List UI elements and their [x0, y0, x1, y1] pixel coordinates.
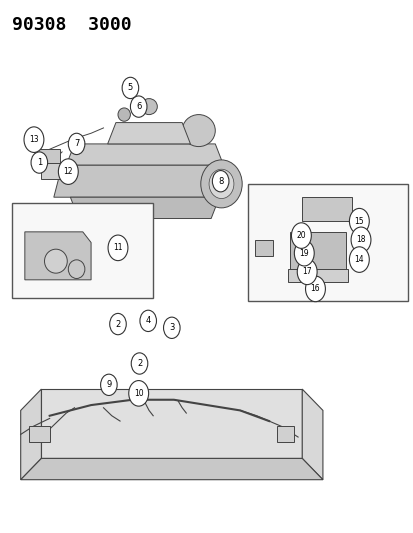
- Polygon shape: [287, 269, 347, 282]
- Bar: [12, 203, 153, 298]
- Circle shape: [128, 381, 148, 406]
- Polygon shape: [70, 197, 219, 219]
- Circle shape: [122, 77, 138, 99]
- Circle shape: [31, 152, 47, 173]
- Circle shape: [163, 317, 180, 338]
- Ellipse shape: [45, 249, 67, 273]
- Ellipse shape: [200, 160, 242, 208]
- Ellipse shape: [68, 260, 85, 278]
- Text: 18: 18: [356, 236, 365, 244]
- Text: 2: 2: [115, 320, 120, 328]
- Bar: [35, 149, 60, 163]
- Circle shape: [68, 133, 85, 155]
- Text: 9: 9: [106, 381, 111, 389]
- Polygon shape: [301, 389, 322, 480]
- Circle shape: [349, 247, 368, 272]
- Circle shape: [350, 227, 370, 253]
- Text: 6: 6: [136, 102, 141, 111]
- Circle shape: [58, 159, 78, 184]
- Circle shape: [140, 310, 156, 332]
- Polygon shape: [66, 144, 223, 165]
- Circle shape: [349, 208, 368, 234]
- Polygon shape: [21, 458, 322, 480]
- Text: 20: 20: [296, 231, 306, 240]
- Circle shape: [108, 235, 128, 261]
- Text: 14: 14: [354, 255, 363, 264]
- Circle shape: [100, 374, 117, 395]
- Bar: [29, 426, 50, 442]
- Bar: [301, 197, 351, 221]
- Polygon shape: [54, 165, 235, 197]
- Circle shape: [24, 127, 44, 152]
- Circle shape: [109, 313, 126, 335]
- Bar: [289, 232, 345, 269]
- Ellipse shape: [118, 108, 130, 122]
- Text: 17: 17: [301, 268, 311, 276]
- Polygon shape: [21, 389, 41, 480]
- Circle shape: [305, 276, 325, 302]
- Polygon shape: [107, 123, 190, 144]
- Polygon shape: [41, 389, 301, 458]
- Text: 8: 8: [218, 177, 223, 185]
- Bar: [254, 240, 273, 256]
- Text: 4: 4: [145, 317, 150, 325]
- Circle shape: [212, 171, 228, 192]
- Text: 12: 12: [64, 167, 73, 176]
- Circle shape: [294, 240, 313, 266]
- Text: 3: 3: [169, 324, 174, 332]
- Bar: [41, 163, 72, 179]
- Text: 2: 2: [137, 359, 142, 368]
- Text: 13: 13: [29, 135, 39, 144]
- Circle shape: [291, 223, 311, 248]
- Text: 19: 19: [299, 249, 309, 257]
- Text: 10: 10: [133, 389, 143, 398]
- Text: 5: 5: [128, 84, 133, 92]
- Ellipse shape: [182, 115, 215, 147]
- Bar: [248, 184, 407, 301]
- Circle shape: [130, 96, 147, 117]
- Text: 90308  3000: 90308 3000: [12, 16, 132, 34]
- Circle shape: [297, 259, 316, 285]
- Text: 1: 1: [37, 158, 42, 167]
- Text: 16: 16: [310, 285, 320, 293]
- Polygon shape: [25, 232, 91, 280]
- Bar: [277, 426, 293, 442]
- Text: 15: 15: [354, 217, 363, 225]
- Ellipse shape: [140, 99, 157, 115]
- Circle shape: [131, 353, 147, 374]
- Ellipse shape: [209, 169, 233, 199]
- Text: 11: 11: [113, 244, 122, 252]
- Text: 7: 7: [74, 140, 79, 148]
